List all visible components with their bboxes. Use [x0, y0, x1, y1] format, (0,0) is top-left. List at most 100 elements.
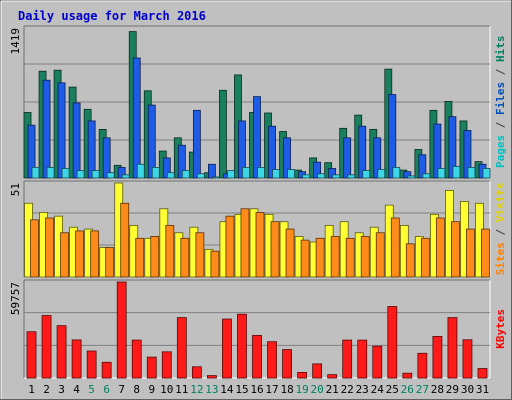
day-label-24: 24	[371, 383, 385, 396]
bar-files-day-7	[117, 167, 126, 179]
bar-pages-day-22	[347, 174, 356, 179]
day-label-1: 1	[28, 383, 35, 396]
bar-pages-day-27	[422, 173, 431, 179]
bar-pages-day-28	[437, 168, 446, 179]
bar-kbytes-day-18	[282, 349, 292, 379]
legend-label-1: /	[494, 115, 507, 135]
bar-sites-day-10	[165, 224, 175, 278]
bar-pages-day-24	[377, 169, 386, 179]
bar-files-day-29	[448, 116, 457, 179]
bar-pages-day-3	[61, 168, 70, 179]
bar-files-day-10	[162, 157, 171, 179]
panel-mid-bars	[24, 182, 490, 278]
bar-pages-day-15	[242, 167, 250, 179]
day-label-31: 31	[476, 383, 489, 396]
day-label-26: 26	[401, 383, 414, 396]
bar-kbytes-day-10	[161, 351, 172, 379]
bar-files-day-17	[268, 125, 276, 179]
bar-sites-day-8	[135, 237, 145, 278]
bar-sites-day-20	[315, 237, 325, 278]
bar-pages-day-18	[287, 169, 295, 179]
day-label-29: 29	[446, 383, 459, 396]
day-label-13: 13	[205, 383, 218, 396]
day-label-30: 30	[461, 383, 474, 396]
panel-top-max-label: 1419	[9, 28, 22, 55]
legend-label-2: Files	[494, 82, 507, 115]
bar-files-day-20	[313, 161, 322, 179]
day-label-12: 12	[190, 383, 203, 396]
bar-sites-day-29	[451, 221, 460, 278]
bar-pages-day-6	[106, 172, 115, 179]
chart-panels: 1419 Pages / Files / Hits 51 Sites / Visits…	[9, 25, 507, 379]
bar-kbytes-day-29	[447, 317, 458, 379]
legend-label-2: Visits	[494, 182, 507, 222]
bar-sites-day-4	[75, 230, 85, 278]
bar-pages-day-11	[181, 170, 190, 179]
bar-kbytes-day-14	[222, 318, 232, 379]
panel-bot-max-label: 59757	[9, 282, 22, 315]
bar-files-day-30	[463, 130, 472, 179]
bar-kbytes-day-9	[146, 356, 157, 379]
bar-pages-day-10	[166, 172, 175, 179]
day-label-28: 28	[431, 383, 444, 396]
bar-sites-day-25	[390, 217, 400, 278]
day-label-14: 14	[220, 383, 234, 396]
bar-sites-day-28	[435, 217, 445, 278]
bar-kbytes-day-31	[477, 368, 488, 379]
bar-files-day-22	[343, 137, 352, 179]
bar-files-day-9	[147, 104, 156, 179]
day-label-18: 18	[280, 383, 293, 396]
bar-sites-day-27	[420, 237, 430, 278]
day-label-9: 9	[148, 383, 155, 396]
bar-kbytes-day-11	[176, 317, 187, 379]
bar-pages-day-26	[407, 175, 416, 179]
day-label-3: 3	[58, 383, 65, 396]
bar-pages-day-4	[76, 170, 85, 179]
day-label-10: 10	[160, 383, 173, 396]
bar-sites-day-5	[90, 230, 100, 278]
bar-sites-day-2	[45, 217, 54, 278]
bar-sites-day-1	[30, 219, 39, 278]
day-label-8: 8	[133, 383, 140, 396]
bar-pages-day-9	[151, 167, 160, 179]
day-label-16: 16	[250, 383, 263, 396]
bar-sites-day-22	[345, 237, 355, 278]
day-label-20: 20	[310, 383, 323, 396]
day-label-11: 11	[175, 383, 188, 396]
bar-files-day-21	[328, 168, 337, 179]
bar-kbytes-day-6	[101, 361, 112, 379]
bar-sites-day-17	[270, 221, 280, 278]
bar-sites-day-3	[60, 232, 69, 278]
bar-pages-day-16	[257, 167, 265, 179]
day-label-22: 22	[341, 383, 354, 396]
bar-sites-day-15	[240, 208, 250, 278]
bar-kbytes-day-30	[462, 339, 473, 379]
bar-kbytes-day-23	[357, 339, 368, 379]
bar-kbytes-day-27	[417, 352, 428, 379]
panel-top-legend: Pages / Files / Hits	[494, 36, 507, 169]
bar-sites-day-13	[210, 250, 220, 278]
bar-kbytes-day-15	[237, 313, 247, 379]
bar-pages-day-13	[211, 176, 220, 179]
bar-files-day-3	[57, 82, 66, 179]
bar-sites-day-19	[300, 239, 310, 278]
day-label-27: 27	[416, 383, 429, 396]
bar-kbytes-day-17	[267, 341, 277, 379]
bar-kbytes-day-8	[131, 339, 142, 379]
legend-label-0: KBytes	[494, 309, 507, 349]
day-label-21: 21	[326, 383, 339, 396]
panel-bot-legend: KBytes	[494, 309, 507, 349]
bar-sites-day-11	[180, 237, 190, 278]
bar-pages-day-19	[302, 174, 311, 179]
bar-pages-day-5	[91, 170, 100, 179]
legend-label-3: /	[494, 62, 507, 82]
day-label-15: 15	[235, 383, 248, 396]
bar-files-day-11	[177, 144, 186, 179]
bar-sites-day-21	[330, 236, 340, 278]
bar-sites-day-16	[255, 212, 265, 278]
panel-top: 1419 Pages / Files / Hits	[9, 25, 507, 179]
bar-sites-day-24	[375, 232, 385, 278]
bar-sites-day-26	[405, 243, 415, 278]
bar-pages-day-1	[31, 167, 40, 179]
bar-files-day-27	[418, 154, 427, 179]
